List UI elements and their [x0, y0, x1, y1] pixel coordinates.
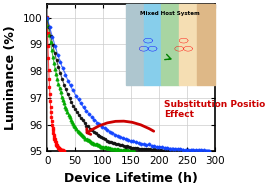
Text: Substitution Position
Effect: Substitution Position Effect — [165, 100, 265, 119]
Y-axis label: Luminance (%): Luminance (%) — [4, 25, 17, 130]
X-axis label: Device Lifetime (h): Device Lifetime (h) — [64, 172, 198, 185]
